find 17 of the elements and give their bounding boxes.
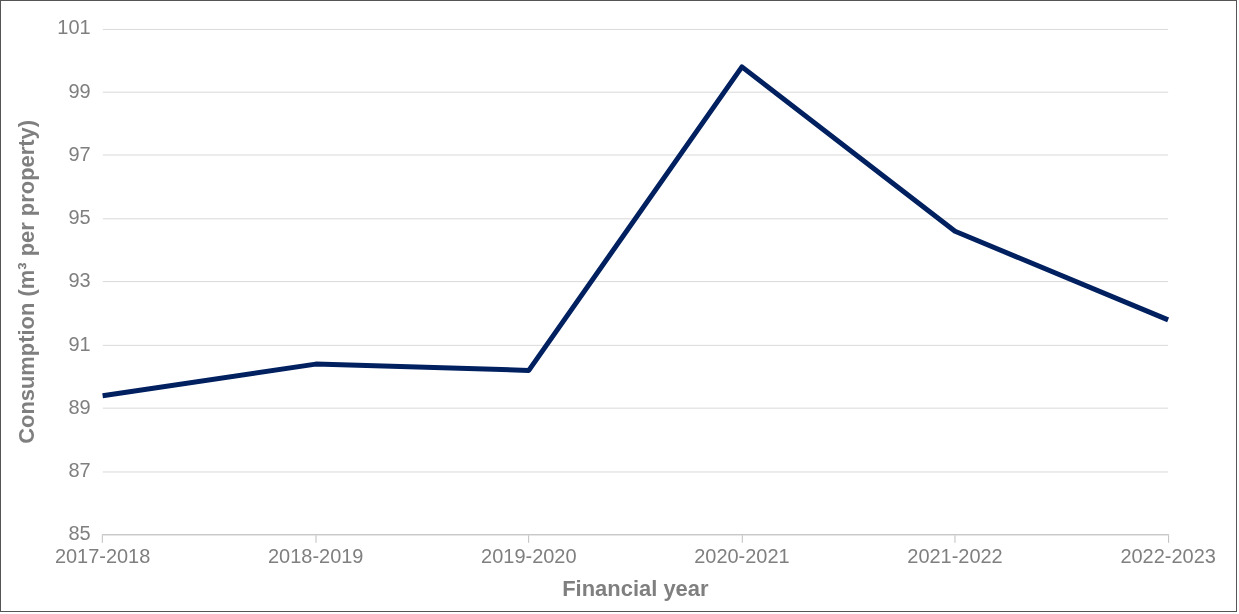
x-tick-label: 2021-2022	[907, 545, 1003, 568]
y-tick-label: 93	[68, 269, 91, 292]
x-tick-label: 2022-2023	[1120, 545, 1216, 568]
y-tick-label: 101	[57, 16, 91, 39]
x-tick-label: 2020-2021	[694, 545, 790, 568]
x-axis-title: Financial year	[562, 575, 710, 601]
y-tick-label: 89	[68, 395, 91, 418]
y-tick-label: 91	[68, 332, 91, 355]
y-tick-label: 99	[68, 79, 91, 102]
x-tick-label: 2019-2020	[481, 545, 577, 568]
x-tick-label: 2018-2019	[267, 545, 364, 568]
y-tick-label: 87	[68, 459, 91, 482]
y-tick-label: 97	[68, 142, 91, 165]
x-tick-label: 2017-2018	[54, 545, 151, 568]
y-axis-title: Consumption (m³ per property)	[14, 119, 40, 444]
y-tick-label: 85	[68, 522, 91, 545]
y-tick-label: 95	[68, 206, 91, 229]
